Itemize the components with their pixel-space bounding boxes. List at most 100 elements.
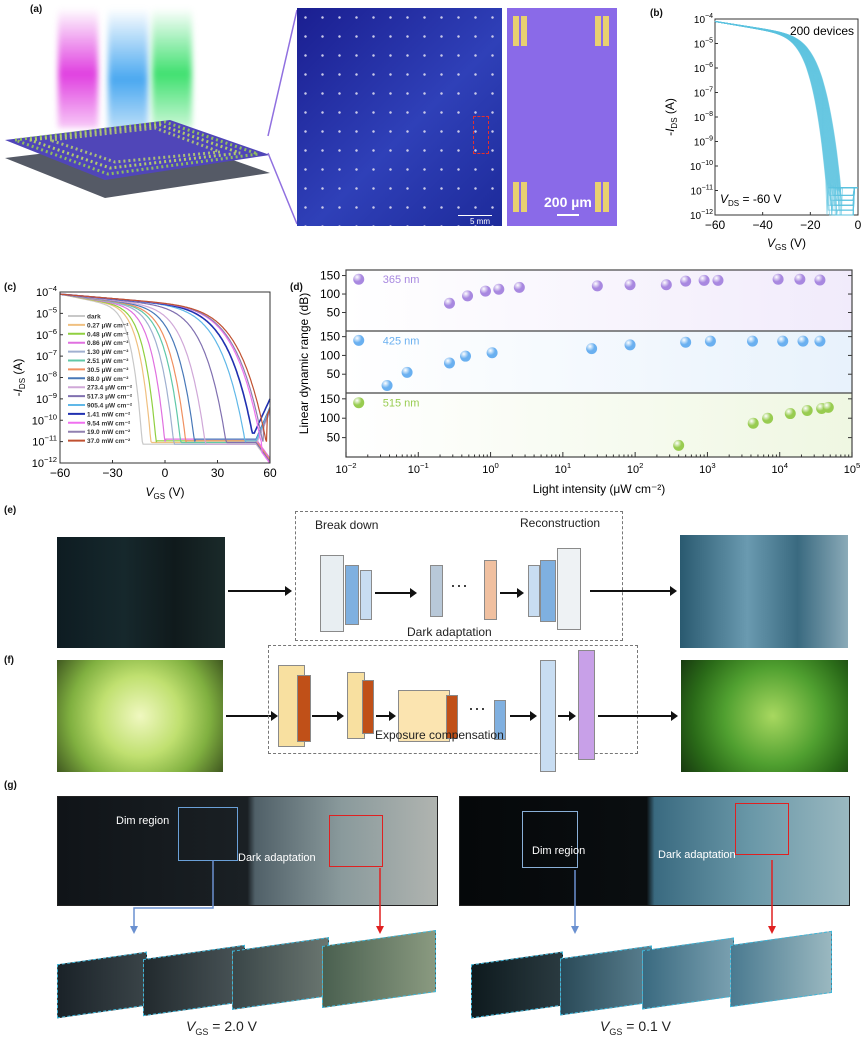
data-point [486, 347, 498, 359]
y-tick-label: 10−12 [690, 209, 713, 222]
scene-right-image: Dim region Dark adaptation [459, 796, 850, 906]
data-point [814, 335, 826, 347]
conv-block [398, 690, 450, 742]
transfer-curves-chart: −60 −40 −20 0 10−4 10−5 10−6 10−7 10−8 10−9 10−10 1… [663, 13, 862, 252]
data-point [680, 275, 692, 287]
legend-label: 515 nm [383, 398, 420, 410]
electrode [513, 182, 519, 212]
data-point [797, 335, 809, 347]
device-array-illustration [5, 120, 270, 198]
data-point [401, 366, 413, 378]
thumbnail [471, 951, 563, 1019]
data-point [462, 290, 474, 302]
scale-bar-label: 5 mm [470, 217, 490, 226]
vgs-symbol: V [186, 1018, 196, 1034]
data-point [698, 274, 710, 286]
callout-arrows [130, 860, 776, 934]
y-tick-label: 150 [320, 392, 340, 406]
data-point [443, 297, 455, 309]
x-tick-label: 100 [482, 461, 499, 476]
scale-bar-label: 200 µm [544, 194, 592, 210]
overexposed-input-image [57, 660, 223, 772]
legend-label: 19.0 mW cm⁻² [87, 429, 131, 436]
bottleneck-block [484, 560, 497, 620]
condition-label: VDS = -60 V [720, 192, 782, 208]
arrow [226, 711, 278, 721]
legend-label: 273.4 μW cm⁻² [87, 385, 133, 392]
data-point [381, 379, 393, 391]
y-axis-label: -IDS (A) [11, 359, 27, 397]
data-point [591, 280, 603, 292]
device-microscope-photo: 200 µm [507, 8, 617, 226]
exposure-compensation-network-box [268, 645, 638, 754]
x-tick-label: 30 [211, 466, 225, 480]
conv-block [494, 700, 506, 740]
conv-block [446, 695, 458, 739]
legend-label: 905.4 μW cm⁻² [87, 403, 133, 410]
y-tick-label: 10−10 [32, 412, 57, 427]
y-tick-label: 10−4 [36, 284, 58, 299]
vgs-symbol: V [600, 1018, 610, 1034]
y-tick-label: 10−6 [36, 327, 57, 342]
data-point [747, 417, 759, 429]
x-tick-label: −60 [705, 218, 726, 232]
data-point [460, 350, 472, 362]
dim-region-box [178, 807, 238, 861]
arrow [375, 588, 417, 598]
y-tick-label: 50 [327, 306, 341, 320]
device-pixels [14, 120, 259, 176]
legend-label: 30.5 μW cm⁻² [87, 367, 129, 374]
y-tick-label: 10−5 [694, 38, 713, 51]
data-point [712, 274, 724, 286]
y-tick-label: 10−7 [694, 87, 713, 100]
data-point [777, 335, 789, 347]
x-axis-label: VGS (V) [767, 236, 806, 252]
data-point [784, 408, 796, 420]
dark-input-image [57, 537, 225, 648]
data-point [660, 279, 672, 291]
y-tick-label: 100 [320, 287, 340, 301]
wafer-photo: 5 mm [297, 8, 502, 226]
arrow [510, 711, 537, 721]
legend-label: 88.0 μW cm⁻² [87, 376, 129, 383]
x-tick-label: 104 [771, 461, 788, 476]
y-axis-label: -IDS (A) [663, 98, 679, 136]
light-beam-green [152, 8, 192, 128]
x-axis-label: VGS (V) [146, 485, 185, 501]
y-tick-label: 10−9 [694, 136, 713, 149]
x-tick-label: 10−1 [408, 461, 429, 476]
x-tick-label: 0 [162, 466, 169, 480]
legend-label: 425 nm [383, 335, 420, 347]
band-365nm [346, 270, 852, 331]
arrow [376, 711, 396, 721]
data-point [443, 357, 455, 369]
legend-label: 9.54 mW cm⁻² [87, 420, 131, 427]
legend-label: 1.30 μW cm⁻² [87, 349, 129, 356]
arrow [558, 711, 576, 721]
compensated-output-image [681, 660, 848, 772]
y-tick-label: 10−7 [36, 348, 57, 363]
legend-label: 0.48 μW cm⁻² [87, 331, 129, 338]
data-point [762, 412, 774, 424]
decoder-block [557, 548, 581, 630]
scale-bar-line [458, 215, 492, 216]
x-tick-label: −40 [752, 218, 773, 232]
data-point [814, 274, 826, 286]
arrow [228, 586, 292, 596]
conv-block [362, 680, 374, 734]
y-tick-label: 50 [327, 367, 341, 381]
legend-label: 2.51 μW cm⁻² [87, 358, 129, 365]
zoom-lines [267, 9, 298, 225]
legend-label: 37.0 mW cm⁻² [87, 438, 131, 445]
encoder-block [360, 570, 372, 620]
light-beam-magenta [58, 8, 98, 128]
data-point [493, 283, 505, 295]
electrode [595, 16, 601, 46]
x-tick-label: 105 [844, 461, 861, 476]
y-tick-label: 100 [320, 348, 340, 362]
selection-box [473, 116, 489, 154]
device-curve [714, 20, 858, 216]
thumbnail [560, 945, 652, 1016]
band-515nm [346, 393, 852, 457]
x-tick-label: 103 [699, 461, 716, 476]
